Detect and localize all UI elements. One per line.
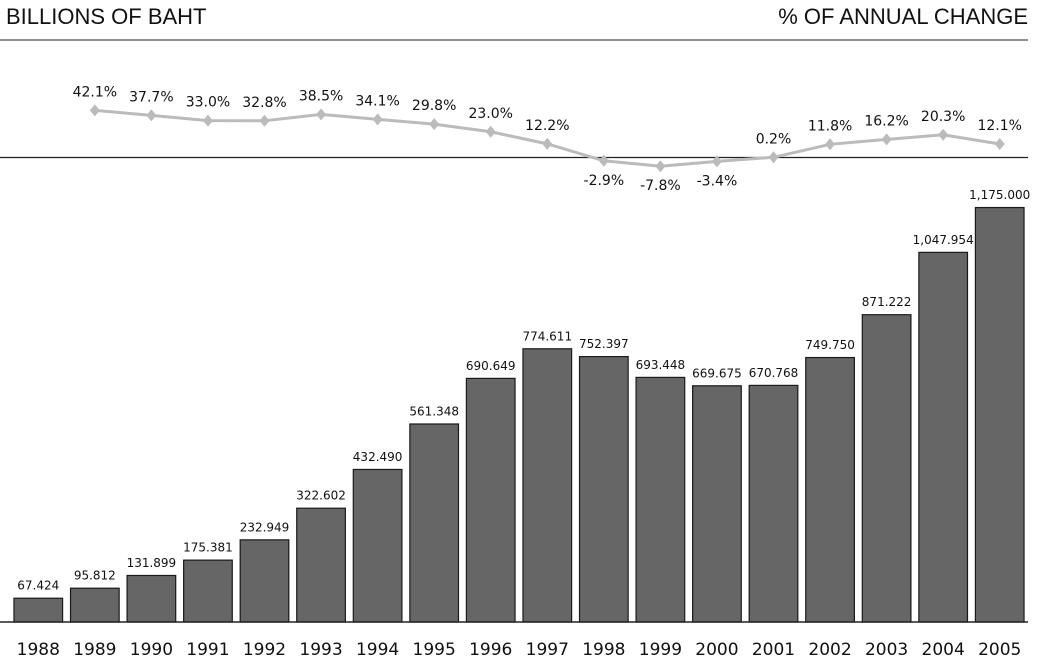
bar: [635, 376, 686, 623]
line-value-label: 34.1%: [355, 93, 399, 109]
line-marker: [146, 109, 157, 122]
bar: [805, 356, 855, 623]
x-tick-label: 1993: [299, 640, 342, 660]
bar-value-label: 669.675: [692, 366, 742, 380]
x-tick-label: 2005: [978, 640, 1021, 660]
y-axis-title: BILLIONS OF BAHT: [6, 4, 207, 29]
line-marker: [316, 108, 327, 121]
line-value-label: -3.4%: [697, 173, 738, 189]
x-tick-label: 1990: [130, 640, 173, 660]
bar-value-label: 1,175.000: [969, 188, 1030, 202]
line-value-label: 42.1%: [73, 84, 117, 100]
bar: [974, 206, 1025, 623]
bar: [126, 574, 177, 623]
line-value-label: 0.2%: [756, 131, 792, 147]
x-tick-label: 1997: [526, 640, 569, 660]
line-value-label: 12.2%: [525, 118, 569, 134]
bar: [239, 539, 290, 623]
line-marker: [711, 155, 722, 168]
bar-value-label: 871.222: [862, 295, 912, 309]
x-tick-label: 2004: [922, 640, 965, 660]
bar: [296, 507, 346, 623]
bar-value-label: 322.602: [296, 489, 346, 503]
bar: [352, 468, 403, 623]
bar: [692, 385, 742, 623]
bar-value-label: 561.348: [409, 404, 459, 418]
x-tick-label: 1999: [639, 640, 682, 660]
x-tick-label: 1992: [243, 640, 286, 660]
bar-value-label: 670.768: [749, 366, 799, 380]
bar-value-label: 95.812: [74, 569, 116, 583]
line-value-label: 32.8%: [242, 95, 286, 111]
line-value-label: 29.8%: [412, 98, 456, 114]
bar: [918, 251, 969, 623]
bar: [578, 356, 629, 623]
line-value-label: 20.3%: [921, 109, 965, 125]
bar-value-label: 131.899: [127, 556, 177, 570]
bar: [409, 423, 460, 623]
bar-value-label: 752.397: [579, 337, 629, 351]
line-value-label: 12.1%: [977, 118, 1021, 134]
bar: [522, 348, 573, 623]
x-tick-label: 1996: [469, 640, 512, 660]
line-value-label: -7.8%: [640, 178, 681, 194]
line-marker: [485, 125, 496, 138]
line-marker: [598, 154, 609, 167]
bar: [748, 384, 799, 623]
bar-value-label: 749.750: [805, 338, 855, 352]
x-tick-label: 1991: [186, 640, 229, 660]
line-marker: [994, 137, 1005, 150]
x-tick-label: 2001: [752, 640, 795, 660]
x-tick-label: 2003: [865, 640, 908, 660]
x-tick-label: 1995: [413, 640, 456, 660]
bar: [861, 314, 912, 623]
bar-value-label: 1,047.954: [913, 233, 974, 247]
bar-value-label: 693.448: [636, 358, 686, 372]
line-marker: [542, 137, 553, 150]
line-marker: [372, 113, 383, 126]
y2-axis-title: % OF ANNUAL CHANGE: [778, 4, 1028, 29]
line-value-label: 38.5%: [299, 88, 343, 104]
line-marker: [825, 138, 836, 151]
bar-value-label: 432.490: [353, 450, 403, 464]
line-value-label: 23.0%: [468, 106, 512, 122]
line-marker: [429, 118, 440, 131]
bar: [183, 559, 233, 623]
x-tick-label: 2000: [695, 640, 738, 660]
bar-value-label: 232.949: [240, 520, 290, 534]
line-value-label: 37.7%: [129, 89, 173, 105]
line-marker: [89, 104, 100, 117]
line-marker: [202, 114, 213, 127]
bar: [69, 587, 120, 623]
bar: [13, 597, 64, 623]
bar-value-label: 175.381: [183, 541, 233, 555]
x-tick-label: 1989: [73, 640, 116, 660]
bar-value-label: 67.424: [17, 579, 59, 593]
bar: [465, 377, 516, 623]
line-marker: [655, 160, 666, 173]
line-value-label: 16.2%: [864, 113, 908, 129]
line-marker: [881, 133, 892, 146]
line-marker: [938, 128, 949, 141]
bar-value-label: 774.611: [522, 329, 572, 343]
line-value-label: 11.8%: [808, 118, 852, 134]
x-tick-label: 1994: [356, 640, 399, 660]
bar-value-label: 690.649: [466, 359, 516, 373]
line-marker: [259, 114, 270, 127]
x-tick-label: 2002: [808, 640, 851, 660]
line-value-label: -2.9%: [584, 173, 625, 189]
x-tick-label: 1998: [582, 640, 625, 660]
line-value-label: 33.0%: [186, 95, 230, 111]
x-tick-label: 1988: [17, 640, 60, 660]
line-marker: [768, 151, 779, 164]
